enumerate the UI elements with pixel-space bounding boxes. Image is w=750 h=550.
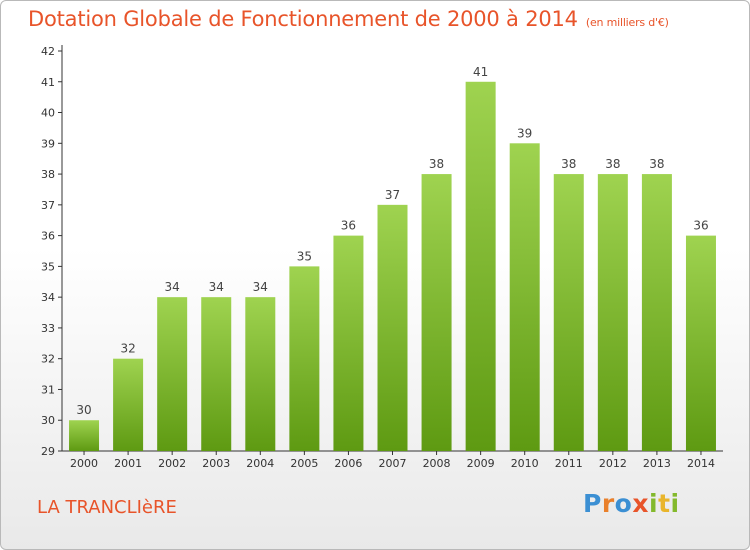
x-tick-label-2007: 2007 — [379, 457, 407, 470]
logo-letter: P — [583, 489, 602, 518]
data-label-2006: 36 — [341, 219, 356, 233]
chart-title: Dotation Globale de Fonctionnement de 20… — [28, 7, 578, 31]
x-tick-label-2013: 2013 — [643, 457, 671, 470]
logo-letter: i — [670, 489, 680, 518]
bar-2011 — [553, 174, 584, 452]
x-tick-label-2001: 2001 — [114, 457, 142, 470]
data-label-2005: 35 — [297, 249, 312, 263]
bar-2008 — [421, 174, 452, 452]
logo-letter: o — [614, 489, 633, 518]
data-label-2003: 34 — [209, 280, 224, 294]
x-tick-label-2010: 2010 — [511, 457, 539, 470]
bar-2003 — [201, 297, 232, 451]
chart-title-block: Dotation Globale de Fonctionnement de 20… — [28, 7, 669, 31]
bar-2009 — [465, 81, 496, 452]
bar-2000 — [69, 420, 100, 451]
logo-letter: x — [632, 489, 649, 518]
y-tick-label: 40 — [41, 107, 55, 120]
x-tick-label-2008: 2008 — [423, 457, 451, 470]
bar-2006 — [333, 235, 364, 451]
x-tick-label-2006: 2006 — [334, 457, 362, 470]
y-tick-label: 37 — [41, 199, 55, 212]
x-tick-label-2012: 2012 — [599, 457, 627, 470]
y-tick-label: 41 — [41, 76, 55, 89]
bar-2012 — [597, 174, 628, 452]
y-tick-label: 42 — [41, 45, 55, 58]
data-label-2001: 32 — [120, 342, 135, 356]
logo-letter: r — [601, 489, 615, 518]
bar-2010 — [509, 143, 540, 452]
data-label-2014: 36 — [693, 219, 708, 233]
y-tick-label: 33 — [41, 322, 55, 335]
logo-letter: i — [649, 489, 659, 518]
x-tick-label-2002: 2002 — [158, 457, 186, 470]
data-label-2013: 38 — [649, 157, 664, 171]
data-label-2004: 34 — [253, 280, 268, 294]
bar-2004 — [245, 297, 276, 451]
x-tick-label-2011: 2011 — [555, 457, 583, 470]
bar-2014 — [685, 235, 716, 451]
x-tick-label-2004: 2004 — [246, 457, 274, 470]
proxiti-logo: Proxiti — [583, 489, 680, 518]
bar-2002 — [157, 297, 188, 451]
y-tick-label: 34 — [41, 291, 55, 304]
x-tick-label-2005: 2005 — [290, 457, 318, 470]
y-tick-label: 31 — [41, 383, 55, 396]
data-labels: 30 32 34 34 34 35 36 37 38 41 39 38 38 38 36 — [76, 65, 708, 417]
chart-subtitle: (en milliers d'€) — [585, 16, 669, 29]
x-tick-label-2014: 2014 — [687, 457, 715, 470]
y-tick-label: 32 — [41, 353, 55, 366]
data-label-2010: 39 — [517, 126, 532, 140]
y-tick-label: 30 — [41, 414, 55, 427]
data-label-2012: 38 — [605, 157, 620, 171]
data-label-2000: 30 — [76, 403, 91, 417]
y-tick-label: 29 — [41, 445, 55, 458]
y-tick-label: 39 — [41, 137, 55, 150]
bar-2005 — [289, 266, 320, 451]
bars — [69, 81, 716, 452]
data-label-2009: 41 — [473, 65, 488, 79]
data-label-2008: 38 — [429, 157, 444, 171]
data-label-2011: 38 — [561, 157, 576, 171]
commune-name: LA TRANCLIèRE — [37, 497, 177, 518]
bar-2007 — [377, 204, 408, 451]
x-tick-label-2000: 2000 — [70, 457, 98, 470]
bar-2001 — [113, 358, 144, 451]
logo-letter: t — [658, 489, 671, 518]
y-tick-label: 36 — [41, 230, 55, 243]
data-label-2002: 34 — [165, 280, 180, 294]
bar-2013 — [641, 174, 672, 452]
x-tick-label-2009: 2009 — [467, 457, 495, 470]
axes: 29 30 31 32 33 34 35 36 37 38 39 40 41 42 2000 2001 2002… — [41, 45, 723, 470]
data-label-2007: 37 — [385, 188, 400, 202]
y-tick-label: 35 — [41, 260, 55, 273]
x-tick-label-2003: 2003 — [202, 457, 230, 470]
y-tick-label: 38 — [41, 168, 55, 181]
